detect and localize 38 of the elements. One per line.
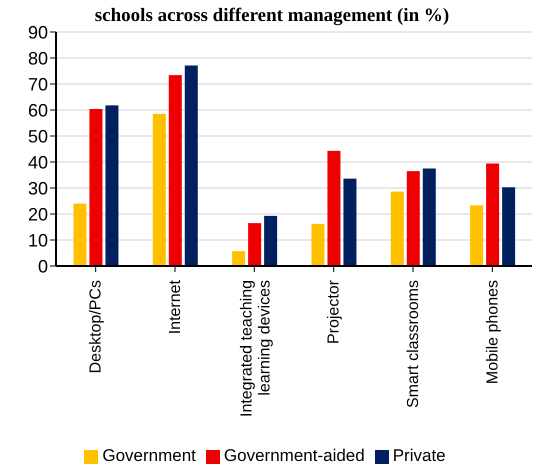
- y-tick-label: 0: [38, 256, 48, 276]
- bar: [486, 164, 500, 266]
- y-tick-label: 60: [28, 100, 48, 120]
- bar: [311, 224, 324, 266]
- x-tick-label: Mobile phones: [484, 280, 502, 384]
- y-tick-label: 50: [28, 126, 48, 146]
- bar: [502, 187, 516, 266]
- bar: [422, 168, 436, 266]
- y-tick-label: 80: [28, 48, 48, 68]
- bar: [248, 223, 262, 266]
- y-tick-label: 40: [28, 152, 48, 172]
- bar: [73, 204, 86, 266]
- legend-label: Government: [102, 446, 196, 465]
- y-tick-label: 30: [28, 178, 48, 198]
- chart-title: schools across different management (in %): [94, 5, 450, 26]
- y-tick-label: 90: [28, 22, 48, 42]
- bar: [327, 150, 340, 266]
- legend-label: Private: [392, 446, 446, 465]
- y-tick-label: 70: [28, 74, 48, 94]
- y-tick-label: 10: [28, 230, 48, 250]
- bar: [470, 205, 484, 266]
- bar: [152, 114, 166, 266]
- x-tick-label: Projector: [326, 279, 343, 344]
- bar: [390, 192, 404, 266]
- x-tick-label: Integrated teaching learning devices: [238, 280, 274, 417]
- x-tick-label: Internet: [167, 279, 184, 334]
- legend-label: Government-aided: [224, 446, 365, 465]
- y-tick-label: 20: [28, 204, 48, 224]
- bar: [184, 66, 198, 266]
- bar: [168, 75, 182, 266]
- bar: [343, 178, 356, 266]
- x-tick-label: Desktop/PCs: [88, 280, 105, 374]
- bar: [89, 108, 102, 266]
- bar: [406, 171, 420, 266]
- bar: [232, 251, 246, 266]
- bar: [105, 105, 118, 266]
- bar: [264, 216, 278, 266]
- x-tick-label: Smart classrooms: [405, 280, 422, 408]
